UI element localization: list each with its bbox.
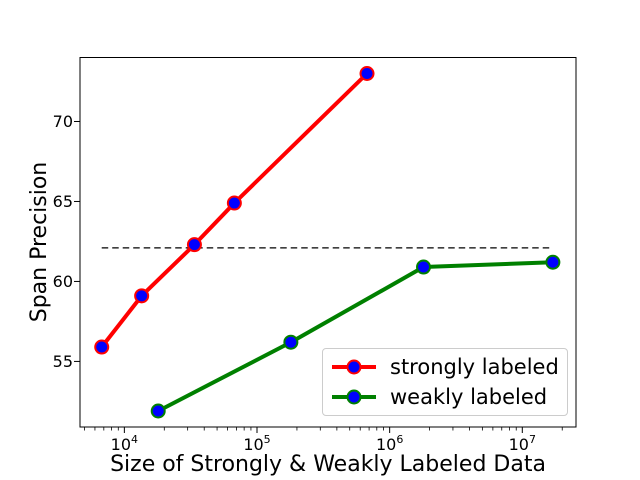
y-tick-label: 60 — [53, 272, 73, 291]
data-point-marker — [416, 259, 432, 275]
legend-sample-strongly — [332, 359, 376, 375]
legend-label-strongly: strongly labeled — [390, 354, 559, 379]
axes-frame — [79, 57, 577, 428]
x-tick-label: 107 — [509, 433, 536, 454]
y-axis-label: Span Precision — [27, 161, 52, 323]
legend-sample-weakly — [332, 389, 376, 405]
x-axis-label: Size of Strongly & Weakly Labeled Data — [110, 452, 546, 477]
x-tick-label: 105 — [243, 433, 270, 454]
legend-label-weakly: weakly labeled — [390, 384, 548, 409]
legend-entry-weakly-labeled: weakly labeled — [330, 383, 560, 411]
x-tick-label: 106 — [376, 433, 403, 454]
y-tick-label: 65 — [53, 192, 73, 211]
data-point-marker — [226, 195, 242, 211]
legend-entry-strongly-labeled: strongly labeled — [330, 353, 560, 381]
data-point-marker — [545, 254, 561, 270]
data-point-marker — [94, 339, 110, 355]
legend-marker-icon — [346, 389, 362, 405]
y-tick-label: 70 — [53, 112, 73, 131]
data-point-marker — [283, 334, 299, 350]
x-tick-label: 104 — [111, 433, 138, 454]
legend-marker-icon — [346, 359, 362, 375]
legend: strongly labeled weakly labeled — [322, 348, 568, 416]
data-point-marker — [186, 237, 202, 253]
data-point-marker — [359, 65, 375, 81]
data-point-marker — [150, 403, 166, 419]
series-line-1 — [156, 260, 555, 414]
data-point-marker — [134, 288, 150, 304]
y-tick-label: 55 — [53, 352, 73, 371]
